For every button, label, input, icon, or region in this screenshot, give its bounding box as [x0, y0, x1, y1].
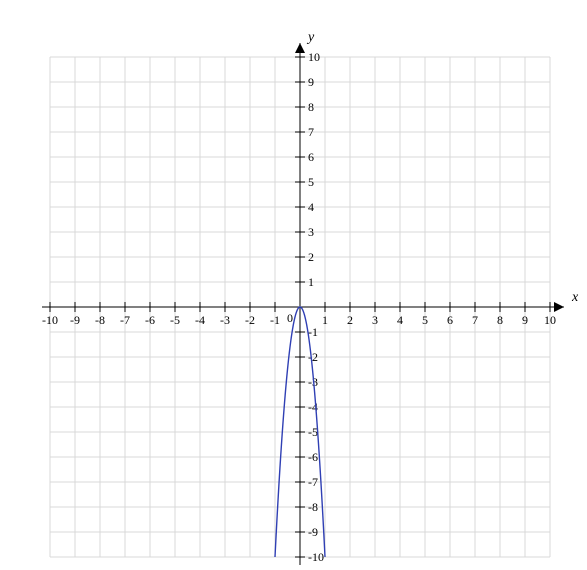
- y-tick-label: 5: [308, 175, 314, 189]
- x-tick-label: -3: [220, 313, 230, 327]
- y-tick-label: 4: [308, 200, 314, 214]
- x-tick-label: 9: [522, 313, 528, 327]
- x-tick-label: 6: [447, 313, 453, 327]
- y-tick-label: 6: [308, 150, 314, 164]
- x-tick-label: -6: [145, 313, 155, 327]
- y-tick-label: -1: [308, 325, 318, 339]
- x-tick-label: 4: [397, 313, 403, 327]
- chart-container: { "chart": { "type": "line", "width": 58…: [0, 0, 587, 570]
- x-tick-label: 1: [322, 313, 328, 327]
- plot-bg: [0, 0, 587, 570]
- x-tick-label: 8: [497, 313, 503, 327]
- y-tick-label: 8: [308, 100, 314, 114]
- x-tick-label: -5: [170, 313, 180, 327]
- x-tick-label: -1: [270, 313, 280, 327]
- y-tick-label: 9: [308, 75, 314, 89]
- y-tick-label: 7: [308, 125, 314, 139]
- x-tick-label: -4: [195, 313, 205, 327]
- y-tick-label: -9: [308, 525, 318, 539]
- y-tick-label: 10: [308, 50, 320, 64]
- x-tick-label: -8: [95, 313, 105, 327]
- x-tick-label: 10: [544, 313, 556, 327]
- y-tick-label: -5: [308, 425, 318, 439]
- y-tick-label: -8: [308, 500, 318, 514]
- x-tick-label: 3: [372, 313, 378, 327]
- y-tick-label: 3: [308, 225, 314, 239]
- xy-plot: -10 -9 -8 -7 -6 -5 -4 -3 -2 -1 1 2 3 4 5 6 7 8 9 10 0 -10 -9 -8…: [0, 0, 587, 570]
- y-tick-label: 1: [308, 275, 314, 289]
- x-tick-label: -2: [245, 313, 255, 327]
- y-axis-label: y: [306, 30, 315, 45]
- x-tick-label: -7: [120, 313, 130, 327]
- x-tick-label: 5: [422, 313, 428, 327]
- x-tick-label: -9: [70, 313, 80, 327]
- y-tick-label: -7: [308, 475, 318, 489]
- y-tick-label: -2: [308, 350, 318, 364]
- y-tick-label: -10: [308, 550, 324, 564]
- origin-label: 0: [287, 311, 293, 325]
- y-tick-label: -6: [308, 450, 318, 464]
- x-tick-label: -10: [42, 313, 58, 327]
- x-tick-label: 2: [347, 313, 353, 327]
- y-tick-label: 2: [308, 250, 314, 264]
- x-tick-label: 7: [472, 313, 478, 327]
- x-axis-label: x: [571, 290, 579, 305]
